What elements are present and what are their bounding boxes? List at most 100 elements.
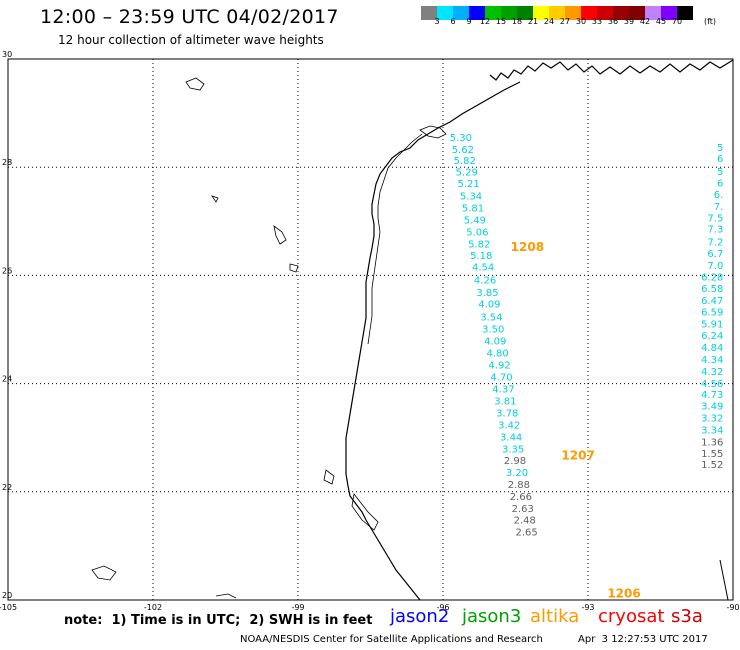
- wave-height-label: 5.34: [460, 192, 482, 203]
- laguna: [351, 493, 379, 531]
- wave-height-label: 6.47: [701, 296, 723, 307]
- wave-height-label: 3.78: [496, 409, 518, 420]
- colorbar-tick-label: 3: [434, 17, 440, 26]
- map-frame: [7, 58, 734, 601]
- colorbar-tick-label: 39: [623, 17, 635, 26]
- wave-height-label: 4.73: [701, 390, 723, 401]
- colorbar-swatch: [517, 6, 533, 20]
- colorbar-swatch: [533, 6, 549, 20]
- wave-height-label: 3.34: [701, 425, 723, 436]
- wave-height-label: 2.88: [508, 480, 530, 491]
- colorbar-swatch: [597, 6, 613, 20]
- wave-height-label: 6.7: [707, 249, 723, 260]
- colorbar-tick-label: 12: [479, 17, 491, 26]
- wave-height-label: 6.: [714, 190, 724, 201]
- wave-height-label: 1.52: [701, 460, 723, 471]
- colorbar-tick-label: 27: [559, 17, 571, 26]
- colorbar-swatch: [437, 6, 453, 20]
- wave-height-label: 3.32: [701, 413, 723, 424]
- wave-height-label: 4.80: [487, 349, 509, 360]
- wave-height-label: 6.28: [701, 272, 723, 283]
- inland-lake: [273, 225, 287, 245]
- wave-height-label: 5: [717, 143, 723, 154]
- colorbar-swatch: [485, 6, 501, 20]
- wave-height-label: 4.70: [490, 372, 512, 383]
- longitude-label: -90: [726, 603, 739, 612]
- wave-height-label: 5.30: [450, 133, 472, 144]
- map-title: 12:00 – 23:59 UTC 04/02/2017: [40, 6, 339, 28]
- colorbar-swatch: [421, 6, 437, 20]
- wave-height-label: 5.82: [454, 156, 476, 167]
- wave-height-label: 3.42: [498, 421, 520, 432]
- wave-height-label: 3.85: [476, 288, 498, 299]
- colorbar-tick-label: 15: [495, 17, 507, 26]
- pass-number-label: 1206: [607, 586, 640, 600]
- longitude-label: -99: [291, 603, 304, 612]
- colorbar-swatch: [501, 6, 517, 20]
- wave-height-label: 3.54: [480, 312, 502, 323]
- wave-height-label: 6: [717, 154, 723, 165]
- wave-height-label: 4.37: [492, 384, 514, 395]
- latitude-label: 20: [2, 591, 12, 600]
- coastline-east: [719, 559, 729, 601]
- wave-height-label: 5.49: [464, 215, 486, 226]
- colorbar-tick-label: 33: [591, 17, 603, 26]
- wave-height-label: 7.2: [707, 238, 723, 249]
- wave-height-label: 4.26: [474, 276, 496, 287]
- wave-height-label: 5.62: [452, 145, 474, 156]
- pass-number-label: 1207: [561, 448, 594, 462]
- inland-lake: [215, 593, 237, 599]
- colorbar-units: (ft): [704, 17, 717, 26]
- wave-height-label: 5.91: [701, 319, 723, 330]
- colorbar-tick-label: 18: [511, 17, 523, 26]
- legend-entry-s3a: s3a: [671, 606, 703, 627]
- colorbar-tick-label: 30: [575, 17, 587, 26]
- colorbar-tick-label: 6: [450, 17, 456, 26]
- colorbar: [421, 6, 693, 20]
- colorbar-swatch: [581, 6, 597, 20]
- latitude-label: 28: [2, 158, 12, 167]
- barrier-island: [367, 133, 423, 345]
- pass-number-label: 1208: [511, 240, 544, 254]
- footnote: note: 1) Time is in UTC; 2) SWH is in fe…: [64, 613, 373, 628]
- coastline: [345, 59, 734, 601]
- wave-height-label: 7.5: [707, 213, 723, 224]
- wave-height-label: 4.34: [701, 355, 723, 366]
- inland-lake: [211, 195, 219, 203]
- legend-entry-cryosat: cryosat: [598, 606, 665, 627]
- wave-height-label: 4.09: [478, 299, 500, 310]
- colorbar-tick-label: 36: [607, 17, 619, 26]
- colorbar-tick-label: 9: [466, 17, 472, 26]
- colorbar-swatch: [613, 6, 629, 20]
- colorbar-swatch: [661, 6, 677, 20]
- colorbar-tick-label: 45: [655, 17, 667, 26]
- wave-height-label: 4.56: [701, 379, 723, 390]
- inland-lake: [323, 469, 335, 485]
- wave-height-label: 5.06: [466, 227, 488, 238]
- latitude-label: 22: [2, 483, 12, 492]
- latitude-label: 24: [2, 375, 12, 384]
- latitude-label: 30: [2, 50, 12, 59]
- wave-height-label: 2.98: [504, 456, 526, 467]
- colorbar-swatch: [549, 6, 565, 20]
- longitude-label: -93: [581, 603, 594, 612]
- colorbar-swatch: [629, 6, 645, 20]
- wave-height-label: 6: [717, 179, 723, 190]
- map-subtitle: 12 hour collection of altimeter wave hei…: [58, 33, 324, 47]
- wave-height-label: 5.29: [456, 167, 478, 178]
- wave-height-label: 4.54: [472, 263, 494, 274]
- legend-entry-jason2: jason2: [390, 606, 450, 627]
- wave-height-label: 4.09: [484, 337, 506, 348]
- wave-height-label: 3.20: [506, 468, 528, 479]
- wave-height-label: 4.32: [701, 367, 723, 378]
- colorbar-swatch: [645, 6, 661, 20]
- longitude-label: -105: [0, 603, 17, 612]
- wave-height-label: 2.48: [514, 516, 536, 527]
- wave-height-label: 1.36: [701, 437, 723, 448]
- colorbar-swatch: [469, 6, 485, 20]
- colorbar-swatch: [453, 6, 469, 20]
- wave-height-label: 3.44: [500, 432, 522, 443]
- wave-height-label: 1.55: [701, 449, 723, 460]
